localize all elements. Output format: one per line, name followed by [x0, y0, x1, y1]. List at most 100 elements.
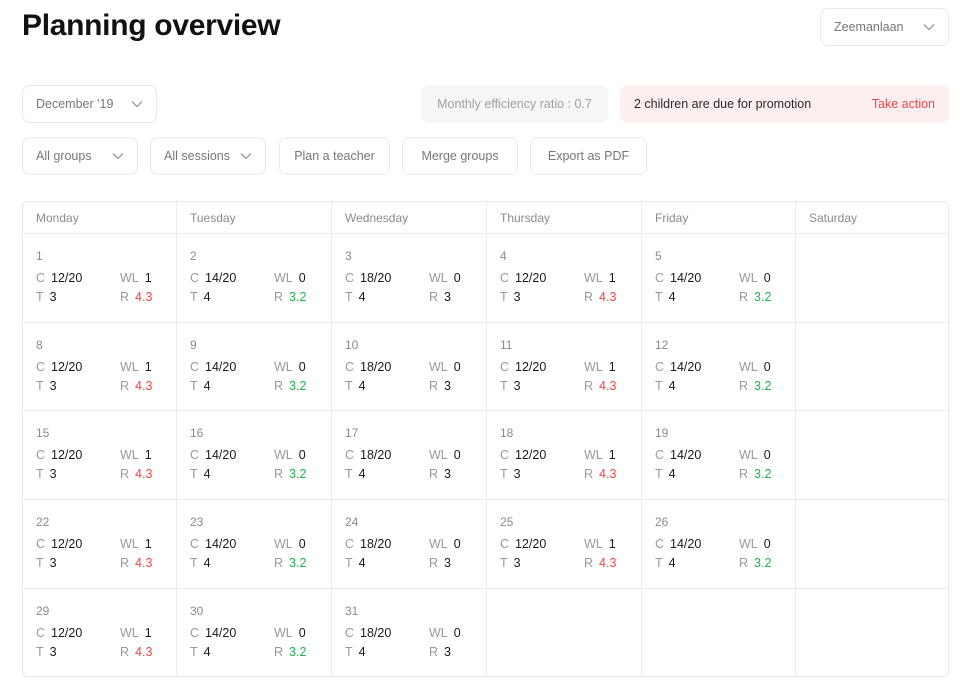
weekday-header: Thursday: [487, 202, 642, 234]
ratio-label: R: [584, 467, 594, 481]
teachers-label: T: [500, 290, 508, 304]
ratio-label: R: [120, 379, 130, 393]
calendar-day-cell[interactable]: 24 C 18/20 WL 0 T 4 R 3: [332, 500, 487, 589]
calendar-day-cell[interactable]: 25 C 12/20 WL 1 T 3 R 4.3: [487, 500, 642, 589]
ratio-label: R: [120, 556, 130, 570]
ratio-value: 4.3: [135, 379, 153, 393]
calendar-day-cell[interactable]: 17 C 18/20 WL 0 T 4 R 3: [332, 411, 487, 500]
location-label: Zeemanlaan: [834, 20, 904, 34]
waitlist-label: WL: [274, 537, 293, 551]
teachers-label: T: [500, 556, 508, 570]
day-number: 25: [500, 515, 514, 529]
calendar-day-cell[interactable]: 31 C 18/20 WL 0 T 4 R 3: [332, 589, 487, 676]
day-number: 22: [36, 515, 50, 529]
export-pdf-button[interactable]: Export as PDF: [530, 137, 647, 175]
calendar-day-cell[interactable]: 11 C 12/20 WL 1 T 3 R 4.3: [487, 323, 642, 411]
plan-teacher-button[interactable]: Plan a teacher: [279, 137, 390, 175]
teachers-label: T: [190, 556, 198, 570]
waitlist-label: WL: [429, 537, 448, 551]
waitlist-label: WL: [274, 626, 293, 640]
calendar-day-cell[interactable]: 18 C 12/20 WL 1 T 3 R 4.3: [487, 411, 642, 500]
teachers-value: 3: [49, 645, 57, 659]
calendar-day-cell[interactable]: 2 C 14/20 WL 0 T 4 R 3.2: [177, 234, 332, 323]
calendar-day-cell[interactable]: 9 C 14/20 WL 0 T 4 R 3.2: [177, 323, 332, 411]
waitlist-label: WL: [429, 271, 448, 285]
capacity-value: 12/20: [515, 537, 547, 551]
capacity-value: 14/20: [670, 360, 702, 374]
ratio-label: R: [429, 379, 439, 393]
calendar-day-cell[interactable]: 29 C 12/20 WL 1 T 3 R 4.3: [23, 589, 177, 676]
teachers-label: T: [36, 645, 44, 659]
merge-groups-button[interactable]: Merge groups: [402, 137, 518, 175]
ratio-value: 4.3: [135, 645, 153, 659]
ratio-value: 3.2: [289, 290, 307, 304]
capacity-value: 14/20: [205, 537, 237, 551]
ratio-value: 4.3: [135, 556, 153, 570]
ratio-label: R: [274, 645, 284, 659]
ratio-label: R: [120, 290, 130, 304]
ratio-label: R: [429, 645, 439, 659]
waitlist-label: WL: [584, 271, 603, 285]
waitlist-value: 1: [608, 448, 616, 462]
calendar-day-cell[interactable]: 8 C 12/20 WL 1 T 3 R 4.3: [23, 323, 177, 411]
teachers-value: 3: [49, 290, 57, 304]
teachers-label: T: [345, 379, 353, 393]
waitlist-label: WL: [739, 537, 758, 551]
chevron-down-icon: [112, 153, 124, 160]
calendar-day-cell[interactable]: 23 C 14/20 WL 0 T 4 R 3.2: [177, 500, 332, 589]
groups-filter[interactable]: All groups: [22, 137, 138, 175]
calendar-day-cell[interactable]: 19 C 14/20 WL 0 T 4 R 3.2: [642, 411, 796, 500]
teachers-label: T: [345, 290, 353, 304]
groups-filter-label: All groups: [36, 149, 92, 163]
calendar-day-cell[interactable]: 5 C 14/20 WL 0 T 4 R 3.2: [642, 234, 796, 323]
calendar-day-cell[interactable]: 10 C 18/20 WL 0 T 4 R 3: [332, 323, 487, 411]
calendar-day-cell[interactable]: 12 C 14/20 WL 0 T 4 R 3.2: [642, 323, 796, 411]
capacity-label: C: [36, 448, 46, 462]
waitlist-label: WL: [120, 360, 139, 374]
capacity-label: C: [36, 537, 46, 551]
calendar-day-cell[interactable]: 1 C 12/20 WL 1 T 3 R 4.3: [23, 234, 177, 323]
calendar-day-cell[interactable]: 3 C 18/20 WL 0 T 4 R 3: [332, 234, 487, 323]
teachers-value: 4: [203, 645, 211, 659]
promotion-alert: 2 children are due for promotion Take ac…: [620, 85, 949, 123]
ratio-label: R: [274, 556, 284, 570]
waitlist-value: 1: [608, 271, 616, 285]
teachers-value: 4: [668, 467, 676, 481]
calendar-day-cell[interactable]: 15 C 12/20 WL 1 T 3 R 4.3: [23, 411, 177, 500]
waitlist-value: 0: [763, 537, 771, 551]
teachers-value: 4: [358, 645, 366, 659]
capacity-value: 14/20: [670, 448, 702, 462]
calendar-day-cell[interactable]: 22 C 12/20 WL 1 T 3 R 4.3: [23, 500, 177, 589]
month-select[interactable]: December '19: [22, 85, 157, 123]
capacity-value: 14/20: [205, 448, 237, 462]
day-number: 24: [345, 515, 359, 529]
ratio-value: 3.2: [754, 467, 772, 481]
take-action-link[interactable]: Take action: [871, 97, 935, 111]
waitlist-label: WL: [120, 537, 139, 551]
day-number: 17: [345, 426, 359, 440]
teachers-value: 4: [358, 556, 366, 570]
location-select[interactable]: Zeemanlaan: [820, 8, 949, 46]
sessions-filter[interactable]: All sessions: [150, 137, 266, 175]
waitlist-value: 0: [298, 360, 306, 374]
waitlist-value: 1: [608, 360, 616, 374]
calendar-day-cell[interactable]: 4 C 12/20 WL 1 T 3 R 4.3: [487, 234, 642, 323]
capacity-value: 12/20: [515, 271, 547, 285]
calendar-day-cell[interactable]: 26 C 14/20 WL 0 T 4 R 3.2: [642, 500, 796, 589]
calendar-grid: Monday Tuesday Wednesday Thursday Friday Satu…: [22, 201, 949, 677]
day-number: 15: [36, 426, 50, 440]
calendar-day-cell[interactable]: 16 C 14/20 WL 0 T 4 R 3.2: [177, 411, 332, 500]
day-number: 30: [190, 604, 204, 618]
calendar-empty-cell: [796, 589, 948, 676]
teachers-value: 4: [203, 467, 211, 481]
calendar-empty-cell: [796, 500, 948, 589]
ratio-value: 3: [444, 645, 451, 659]
capacity-value: 14/20: [670, 271, 702, 285]
waitlist-label: WL: [429, 448, 448, 462]
ratio-value: 3.2: [289, 645, 307, 659]
calendar-day-cell[interactable]: 30 C 14/20 WL 0 T 4 R 3.2: [177, 589, 332, 676]
teachers-value: 4: [668, 379, 676, 393]
waitlist-label: WL: [274, 448, 293, 462]
ratio-value: 3.2: [754, 379, 772, 393]
day-number: 11: [500, 338, 513, 352]
